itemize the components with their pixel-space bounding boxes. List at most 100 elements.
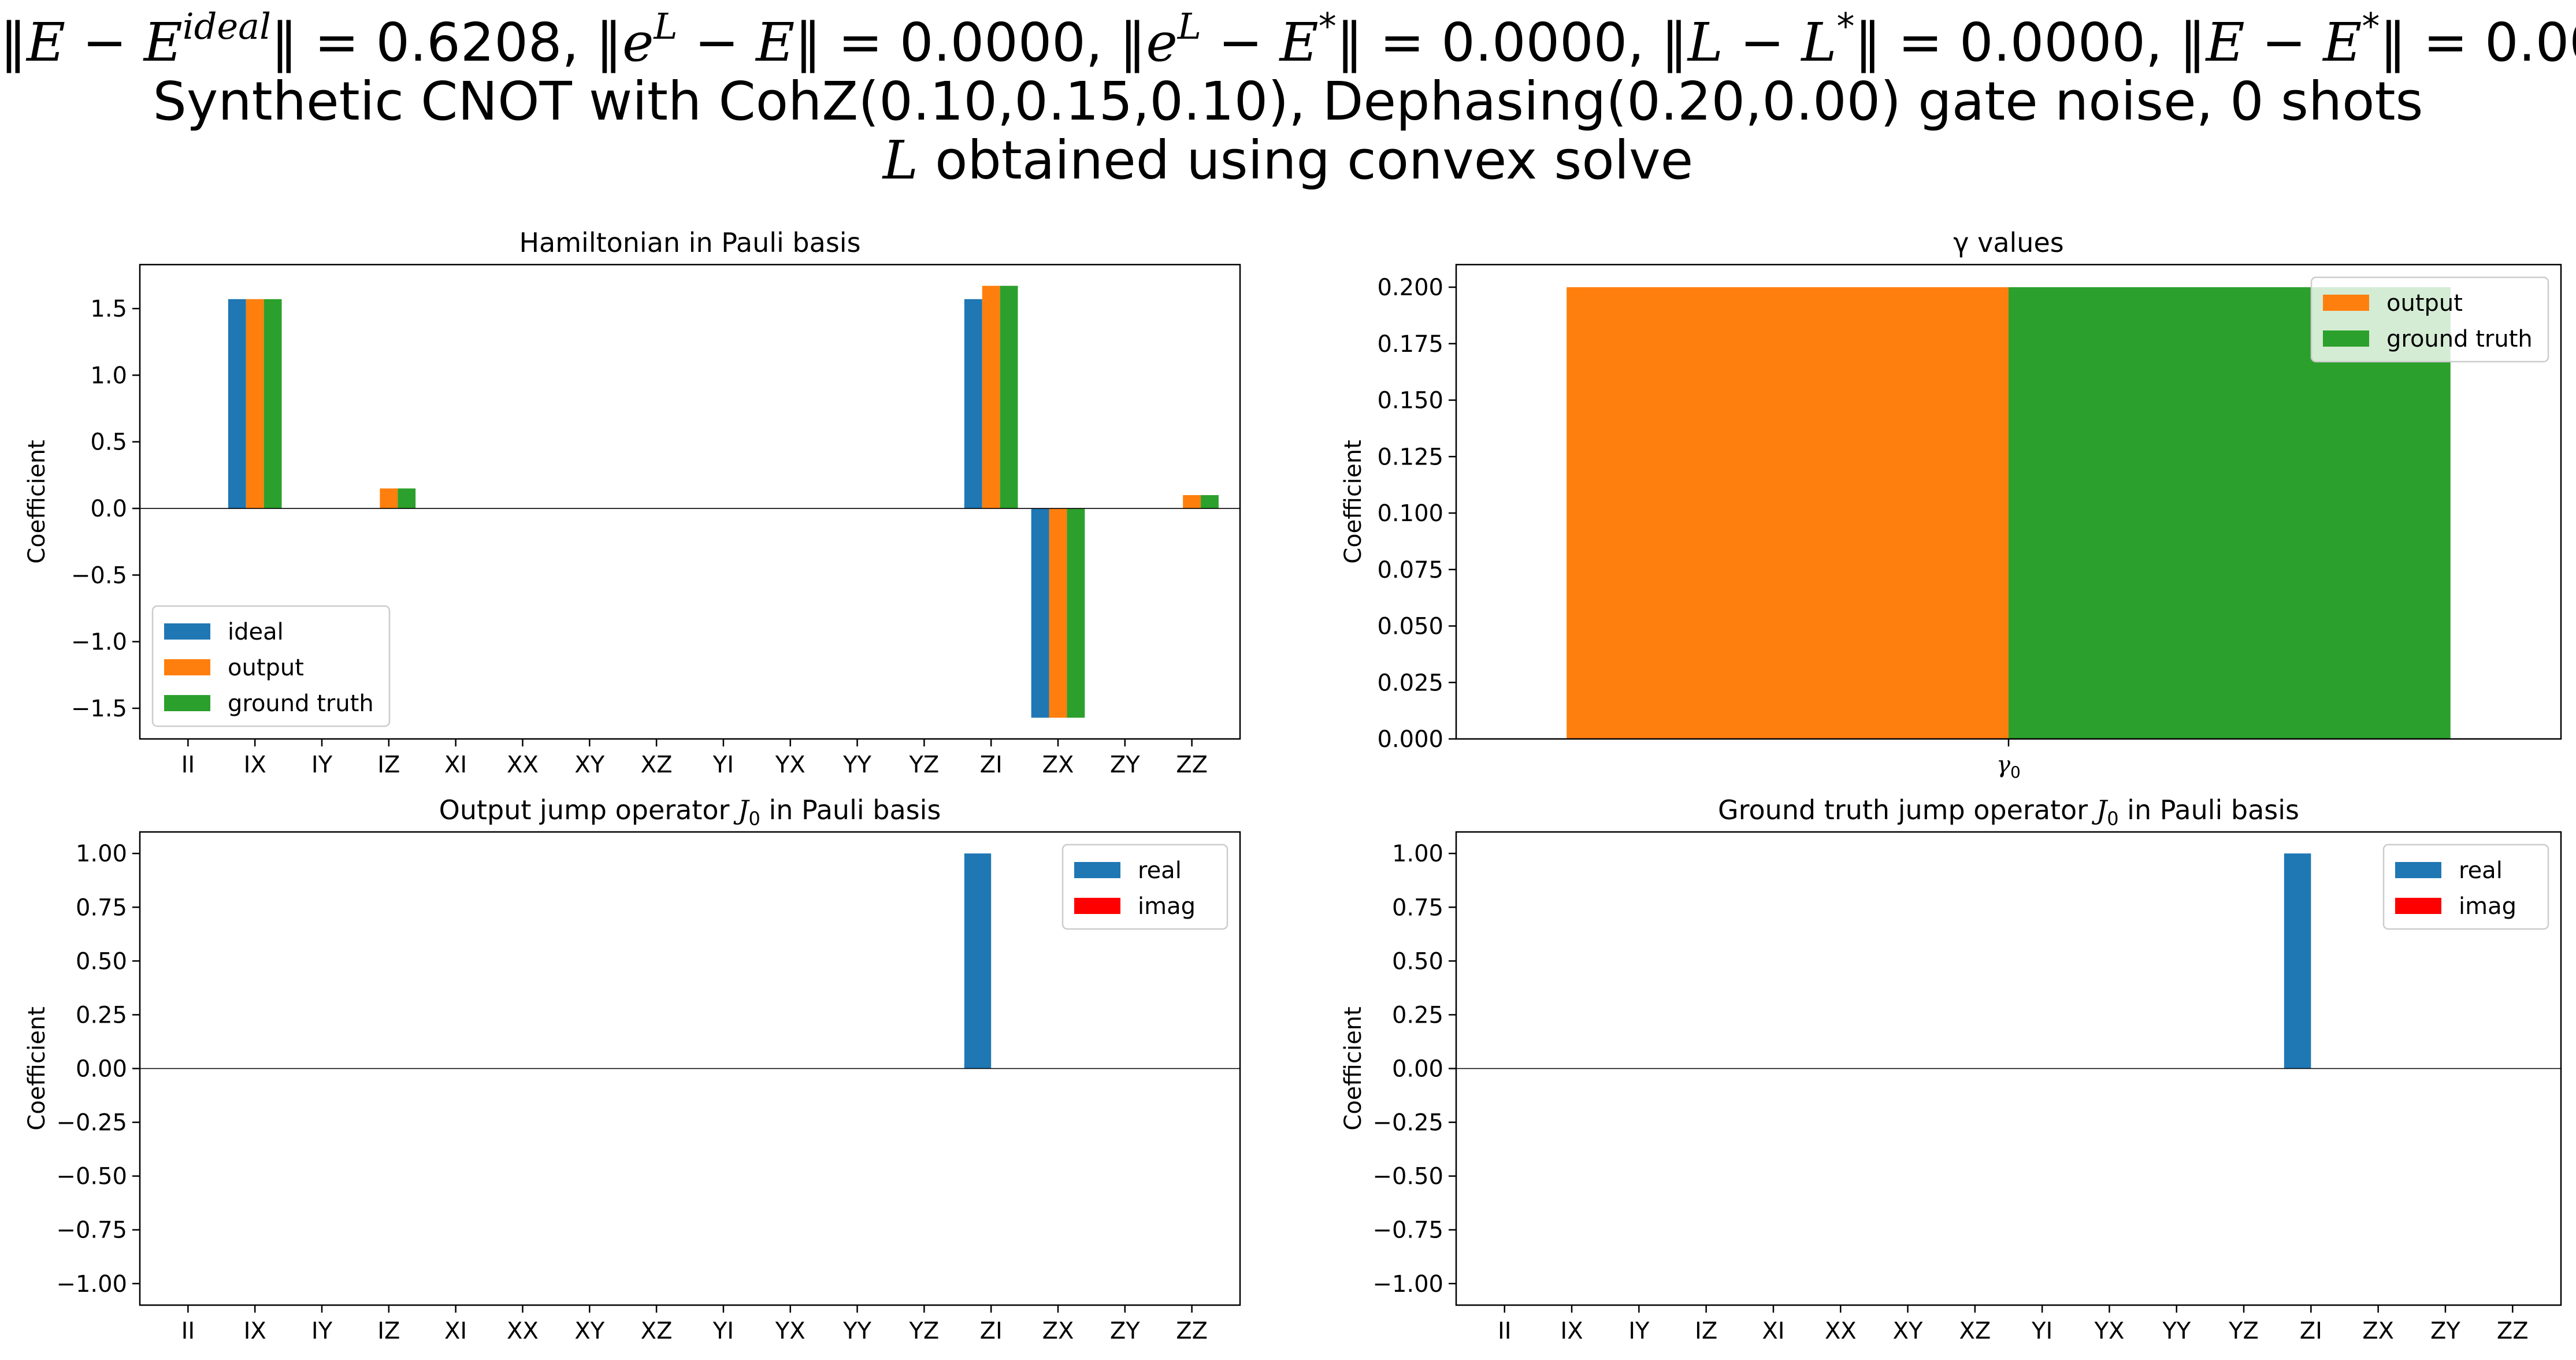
y-tick-label: 0.125 — [1377, 444, 1443, 470]
method-line: L obtained using convex solve — [0, 132, 2576, 189]
bar-output-IZ — [380, 488, 398, 509]
x-tick-label: IY — [311, 1318, 333, 1344]
y-axis-label: Coefficient — [24, 1006, 50, 1130]
y-tick-label: 0.00 — [1392, 1056, 1443, 1083]
x-tick-label: YZ — [908, 1318, 939, 1344]
bar-output-ZX — [1049, 508, 1067, 718]
x-tick-label: YX — [2094, 1318, 2125, 1344]
x-tick-label: ZZ — [2497, 1318, 2529, 1344]
legend-swatch-imag — [2395, 898, 2441, 914]
x-tick-label: XX — [507, 752, 539, 778]
legend-label: ground truth — [228, 690, 374, 717]
y-tick-label: 0.200 — [1377, 274, 1443, 301]
x-tick-label: ZZ — [1176, 1318, 1208, 1344]
x-tick-label: YI — [2031, 1318, 2052, 1344]
x-tick-label: ZY — [1110, 752, 1140, 778]
x-tick-label: IY — [311, 752, 333, 778]
bar-group — [228, 285, 1219, 718]
bar-ideal-ZI — [964, 299, 982, 509]
plot-frame — [139, 263, 1241, 740]
y-tick-label: 0.000 — [1377, 726, 1443, 753]
y-tick-label: 0.00 — [76, 1056, 127, 1083]
bar-ground-truth-IX — [263, 299, 282, 509]
bar-group — [2284, 853, 2311, 1069]
norm-value: 0.6208 — [376, 12, 562, 73]
legend-label: ground truth — [2386, 326, 2533, 352]
x-tick-label: ZY — [2430, 1318, 2460, 1344]
legend: ideal output ground truth — [151, 605, 391, 727]
y-tick-label: 0.25 — [76, 1002, 127, 1028]
x-tick-label: YZ — [908, 752, 939, 778]
legend-swatch-ideal — [164, 623, 210, 640]
plot-frame — [1455, 263, 2562, 740]
y-tick-label: 1.5 — [90, 296, 127, 322]
y-tick-label: −0.25 — [1372, 1110, 1443, 1136]
legend-label: real — [2459, 857, 2503, 884]
bar-real-ZI — [2284, 853, 2311, 1069]
bar-real-ZI — [964, 853, 992, 1069]
y-tick-label: 1.00 — [1392, 841, 1443, 867]
x-tick-label: ZI — [980, 1318, 1003, 1344]
y-tick-label: −1.0 — [71, 629, 127, 656]
norm-value: 0.0000 — [2484, 12, 2576, 73]
x-tick-label: XI — [444, 752, 467, 778]
x-tick-label: XZ — [641, 1318, 673, 1344]
legend: real imag — [1061, 844, 1228, 930]
legend-label: output — [228, 655, 304, 681]
x-tick-label: XY — [574, 1318, 604, 1344]
x-tick-label: γ0 — [1996, 752, 2021, 782]
y-tick-label: −1.00 — [56, 1271, 127, 1298]
y-tick-label: −0.75 — [1372, 1217, 1443, 1244]
x-tick-label: II — [181, 752, 195, 778]
x-tick-label: YX — [775, 752, 806, 778]
bar-group — [964, 853, 992, 1069]
y-tick-label: 0.75 — [76, 894, 127, 921]
y-tick-label: −0.50 — [56, 1164, 127, 1190]
x-tick-label: ZX — [1042, 1318, 1074, 1344]
y-tick-label: 1.00 — [76, 841, 127, 867]
norm-value: 0.0000 — [1959, 12, 2146, 73]
y-tick-label: 0.50 — [1392, 948, 1443, 975]
x-tick-label: ZY — [1110, 1318, 1140, 1344]
x-tick-label: YI — [712, 1318, 734, 1344]
norm-value: 0.0000 — [899, 12, 1086, 73]
bar-ground-truth-γ0 — [2009, 287, 2451, 740]
y-tick-label: 0.050 — [1377, 614, 1443, 640]
y-tick-label: 0.025 — [1377, 670, 1443, 696]
y-axis-label: Coefficient — [24, 440, 50, 563]
y-tick-label: −1.5 — [71, 696, 127, 722]
x-tick-label: ZI — [980, 752, 1003, 778]
y-tick-label: 0.50 — [76, 948, 127, 975]
x-tick-label: IZ — [1695, 1318, 1717, 1344]
legend-box — [151, 605, 391, 727]
y-tick-label: 1.0 — [90, 362, 127, 389]
x-tick-label: YI — [712, 752, 734, 778]
x-tick-label: II — [1498, 1318, 1512, 1344]
x-tick-label: IX — [244, 1318, 266, 1344]
x-tick-label: YY — [842, 1318, 871, 1344]
method-symbol: L — [882, 129, 918, 191]
x-tick-label: XZ — [641, 752, 673, 778]
chart-title: Output jump operator J0 in Pauli basis — [439, 794, 941, 830]
y-tick-label: −0.50 — [1372, 1164, 1443, 1190]
legend-label: imag — [2459, 893, 2516, 920]
legend-swatch-imag — [1074, 898, 1120, 914]
experiment-subtitle: Synthetic CNOT with CohZ(0.10,0.15,0.10)… — [153, 70, 2423, 132]
bar-output-γ0 — [1567, 287, 2009, 740]
y-tick-label: 0.175 — [1377, 331, 1443, 358]
legend-label: imag — [1138, 893, 1196, 920]
y-tick-label: −0.75 — [56, 1217, 127, 1244]
legend-label: ideal — [228, 619, 284, 645]
x-tick-label: IZ — [377, 1318, 400, 1344]
x-tick-label: XY — [1893, 1318, 1923, 1344]
legend-swatch-output — [2323, 295, 2369, 311]
y-tick-label: 0.0 — [90, 496, 127, 522]
x-tick-label: XI — [444, 1318, 467, 1344]
x-tick-label: IY — [1628, 1318, 1650, 1344]
bar-ground-truth-ZX — [1067, 508, 1085, 718]
chart-output_jump: Output jump operator J0 in Pauli basis Co… — [24, 794, 1241, 1344]
x-tick-label: IX — [1560, 1318, 1583, 1344]
x-tick-label: YY — [2162, 1318, 2191, 1344]
legend-swatch-real — [2395, 862, 2441, 878]
